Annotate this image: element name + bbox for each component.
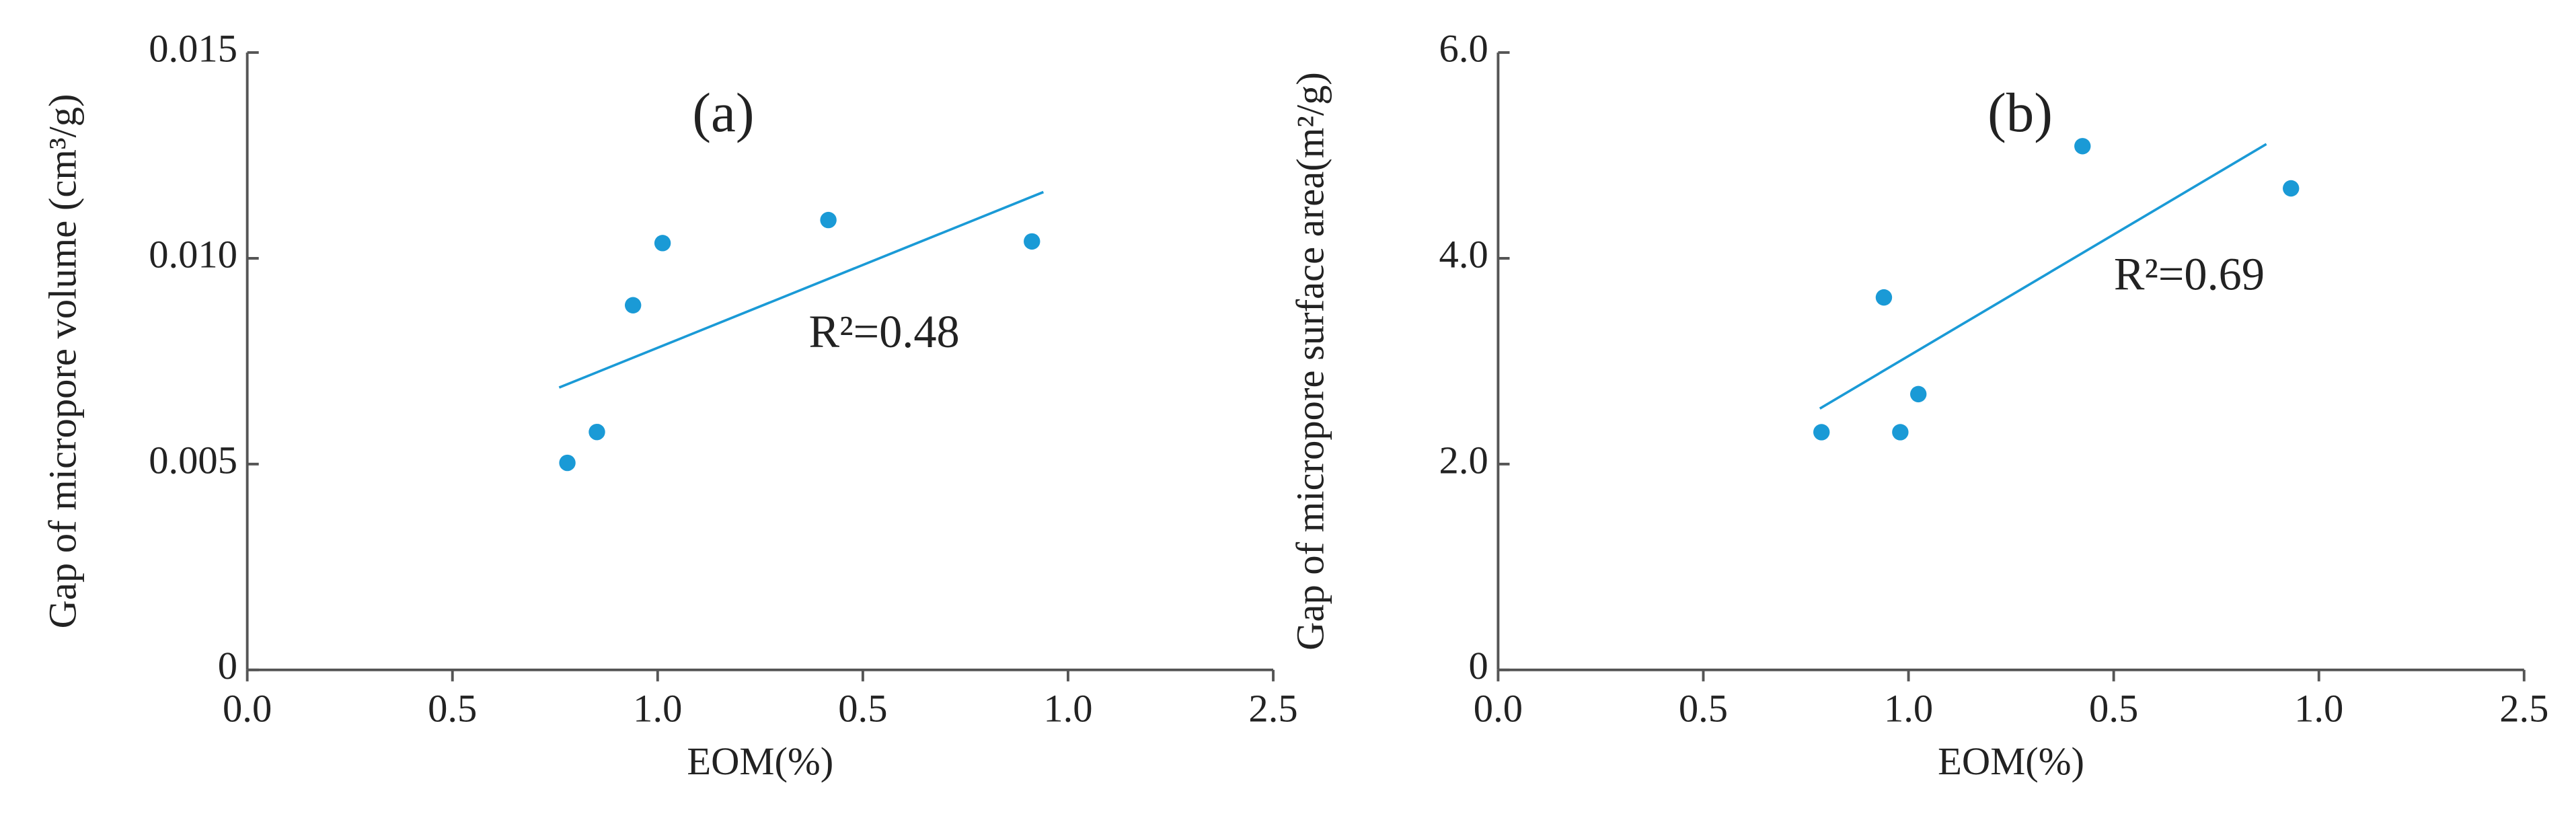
- panel-title: (a): [692, 81, 754, 143]
- x-tick-label: 0.5: [2089, 687, 2138, 731]
- point: [1813, 424, 1830, 441]
- point: [1024, 233, 1040, 250]
- annotation: R²=0.48: [809, 306, 960, 357]
- y-axis-label: Gap of micropore surface area(m²/g): [1288, 72, 1332, 651]
- point: [2074, 138, 2091, 155]
- y-tick-label: 0.010: [149, 232, 237, 276]
- point: [1892, 424, 1909, 441]
- x-tick-label: 0.5: [1679, 687, 1728, 731]
- y-tick-label: 0: [218, 644, 237, 688]
- x-axis-label: EOM(%): [1938, 739, 2084, 783]
- x-tick-label: 1.0: [1884, 687, 1933, 731]
- point: [654, 235, 671, 252]
- point: [589, 423, 605, 441]
- point: [559, 454, 576, 472]
- point: [624, 297, 642, 313]
- x-tick-label: 1.0: [633, 687, 682, 731]
- point: [1910, 385, 1927, 403]
- x-tick-label: 2.5: [1248, 687, 1297, 731]
- y-axis-label: Gap of micropore volume (cm³/g): [41, 94, 85, 628]
- x-tick-label: 1.0: [1043, 687, 1092, 731]
- y-tick-label: 0.005: [149, 438, 237, 482]
- x-axis-label: EOM(%): [687, 739, 833, 783]
- y-tick-label: 0.015: [149, 27, 237, 71]
- x-tick-label: 0.0: [1474, 687, 1523, 731]
- x-tick-label: 1.0: [2294, 687, 2343, 731]
- fit-line: [558, 190, 1045, 389]
- x-tick-label: 0.5: [428, 687, 477, 731]
- point: [820, 211, 837, 229]
- fit-line: [1819, 143, 2267, 410]
- point: [1875, 289, 1893, 306]
- y-tick-label: 6.0: [1439, 27, 1488, 71]
- annotation: R²=0.69: [2114, 249, 2265, 300]
- x-tick-label: 0.0: [223, 687, 272, 731]
- x-tick-label: 0.5: [838, 687, 887, 731]
- y-tick-label: 0: [1468, 644, 1488, 688]
- x-tick-label: 2.5: [2499, 687, 2548, 731]
- point: [2283, 180, 2300, 197]
- y-tick-label: 4.0: [1439, 232, 1488, 276]
- y-tick-label: 2.0: [1439, 438, 1488, 482]
- panel-title: (b): [1987, 81, 2053, 143]
